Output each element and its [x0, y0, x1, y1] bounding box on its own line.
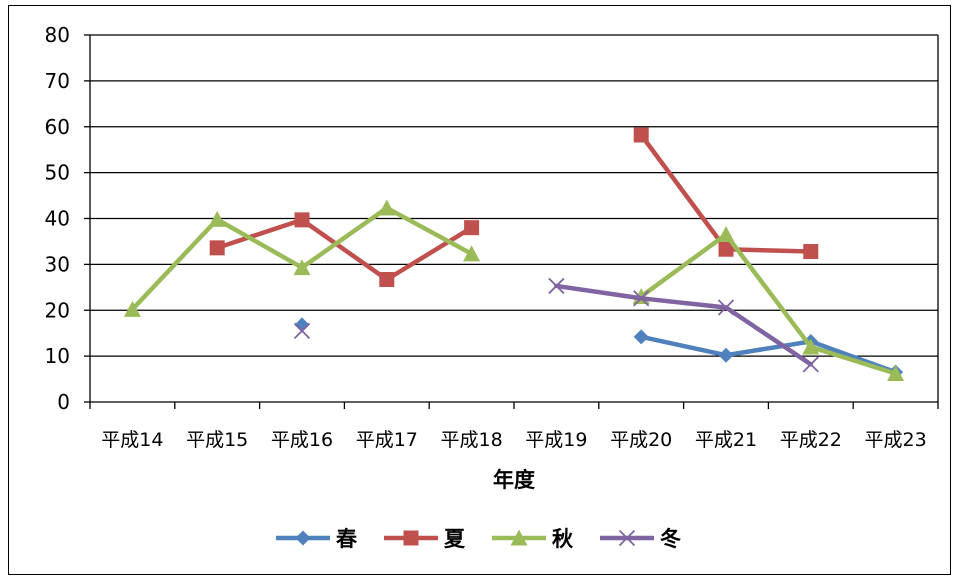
series-line: [638, 334, 898, 375]
x-tick-label: 平成23: [865, 429, 927, 451]
x-tick-label: 平成15: [186, 429, 248, 451]
data-point: [633, 127, 649, 143]
data-point: [548, 277, 565, 295]
data-point: [294, 317, 310, 333]
series: [123, 127, 905, 382]
legend-swatch-marker: [618, 529, 636, 547]
data-point: [633, 290, 650, 307]
series-line: [554, 283, 814, 367]
legend: 春夏秋冬: [276, 527, 681, 551]
series-2: [209, 127, 819, 288]
legend-item: 冬: [600, 527, 681, 551]
data-point: [464, 220, 480, 236]
data-point: [208, 210, 226, 227]
data-point: [293, 259, 311, 276]
data-point: [718, 347, 734, 363]
legend-label: 夏: [444, 527, 466, 551]
legend-label: 秋: [552, 527, 574, 551]
y-tick-label: 20: [45, 298, 70, 322]
legend-swatch-marker: [403, 530, 419, 546]
y-tick-label: 10: [45, 344, 70, 368]
legend-swatch-marker: [510, 529, 528, 546]
series-4: [293, 277, 819, 373]
x-tick-label: 平成22: [780, 429, 842, 451]
y-tick-label: 0: [57, 390, 70, 414]
data-point: [379, 272, 395, 288]
series-line: [638, 232, 898, 376]
data-point: [293, 322, 311, 340]
data-point: [887, 365, 905, 382]
legend-label: 春: [336, 527, 358, 551]
data-point: [802, 356, 819, 373]
x-tick-label: 平成16: [271, 429, 333, 451]
data-point: [463, 245, 481, 262]
y-tick-label: 70: [45, 69, 70, 93]
x-tick-label: 平成20: [610, 429, 672, 451]
chart-frame: 年度 0 10 20 30 40 50 60 70 80 平成14 平成15 平成16 平成17 平成18…: [8, 5, 951, 575]
x-tick-label: 平成14: [101, 429, 163, 451]
data-point: [294, 212, 310, 228]
legend-item: 夏: [384, 527, 466, 551]
legend-item: 秋: [492, 527, 574, 551]
data-point: [717, 299, 735, 316]
series-line: [214, 217, 474, 282]
axis-labels: 年度 0 10 20 30 40 50 60 70 80 平成14 平成15 平成16 平成17 平成18…: [45, 23, 927, 492]
y-tick-label: 50: [45, 161, 70, 185]
data-point: [717, 226, 735, 243]
data-point: [633, 329, 649, 345]
data-point: [718, 241, 734, 257]
axes: [84, 34, 939, 409]
legend-item: 春: [276, 527, 358, 551]
series-3: [123, 199, 905, 382]
line-chart: 年度 0 10 20 30 40 50 60 70 80 平成14 平成15 平成16 平成17 平成18…: [45, 23, 939, 551]
x-tick-label: 平成19: [525, 429, 587, 451]
x-tick-label: 平成21: [695, 429, 757, 451]
data-point: [803, 244, 819, 260]
x-axis-title: 年度: [493, 468, 535, 492]
gridlines: [90, 34, 938, 403]
y-tick-label: 40: [45, 207, 70, 231]
legend-swatch-marker: [295, 530, 311, 546]
data-point: [378, 199, 396, 216]
data-point: [123, 300, 141, 317]
data-point: [802, 338, 820, 355]
x-tick-label: 平成17: [356, 429, 418, 451]
y-tick-label: 80: [45, 23, 70, 47]
legend-label: 冬: [660, 527, 681, 551]
y-tick-label: 30: [45, 252, 70, 276]
y-tick-label: 60: [45, 115, 70, 139]
data-point: [209, 240, 225, 256]
x-tick-label: 平成18: [441, 429, 503, 451]
